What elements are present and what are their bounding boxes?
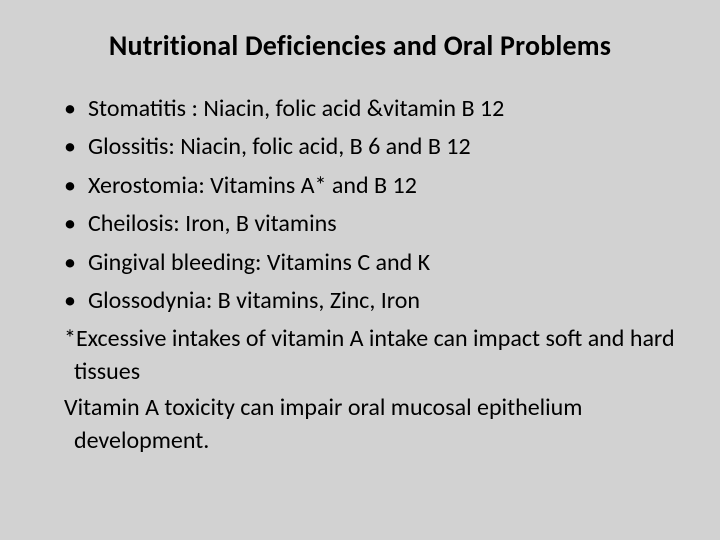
slide-content: Stomatitis : Niacin, folic acid &vitamin… bbox=[40, 93, 680, 457]
list-item: Cheilosis: Iron, B vitamins bbox=[64, 208, 680, 240]
list-item: Xerostomia: Vitamins A* and B 12 bbox=[64, 170, 680, 202]
list-item: Gingival bleeding: Vitamins C and K bbox=[64, 247, 680, 279]
slide: Nutritional Deficiencies and Oral Proble… bbox=[0, 0, 720, 540]
list-item: Glossodynia: B vitamins, Zinc, Iron bbox=[64, 285, 680, 317]
slide-title: Nutritional Deficiencies and Oral Proble… bbox=[40, 28, 680, 63]
footnote: *Excessive intakes of vitamin A intake c… bbox=[50, 323, 680, 388]
list-item: Glossitis: Niacin, folic acid, B 6 and B… bbox=[64, 131, 680, 163]
footnote: Vitamin A toxicity can impair oral mucos… bbox=[40, 392, 680, 457]
bullet-list: Stomatitis : Niacin, folic acid &vitamin… bbox=[40, 93, 680, 317]
list-item: Stomatitis : Niacin, folic acid &vitamin… bbox=[64, 93, 680, 125]
